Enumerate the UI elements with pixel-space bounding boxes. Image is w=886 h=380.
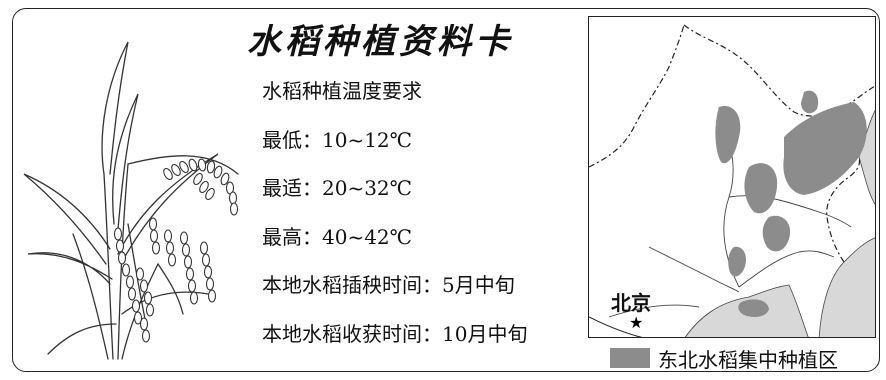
- info-min-temp: 最低：10~12℃: [262, 127, 413, 152]
- info-transplant-time: 本地水稻插秧时间：5月中旬: [262, 273, 515, 297]
- south-border: [826, 156, 861, 263]
- info-harvest-time: 本地水稻收获时间：10月中旬: [262, 321, 528, 346]
- star-icon: ★: [629, 313, 643, 332]
- rice-plant-icon: [23, 41, 239, 360]
- temperature-info: 水稻种植温度要求 最低：10~12℃ 最适：20~32℃ 最高：40~42℃ 本…: [262, 76, 582, 367]
- info-max-temp: 最高：40~42℃: [262, 224, 413, 249]
- card-title: 水稻种植资料卡: [247, 22, 513, 62]
- info-heading: 水稻种植温度要求: [262, 79, 422, 103]
- info-optimal-temp: 最适：20~32℃: [262, 176, 413, 200]
- national-border: [683, 24, 875, 117]
- west-border: [589, 24, 685, 168]
- northeast-china-map: ★ 北京: [588, 16, 876, 338]
- city-label-beijing: 北京: [611, 291, 651, 315]
- rice-growing-regions: [715, 90, 867, 317]
- legend-swatch: [610, 348, 650, 368]
- korea-peninsula-area: [818, 237, 875, 337]
- map-legend: 东北水稻集中种植区: [610, 344, 838, 372]
- legend-label: 东北水稻集中种植区: [658, 347, 838, 372]
